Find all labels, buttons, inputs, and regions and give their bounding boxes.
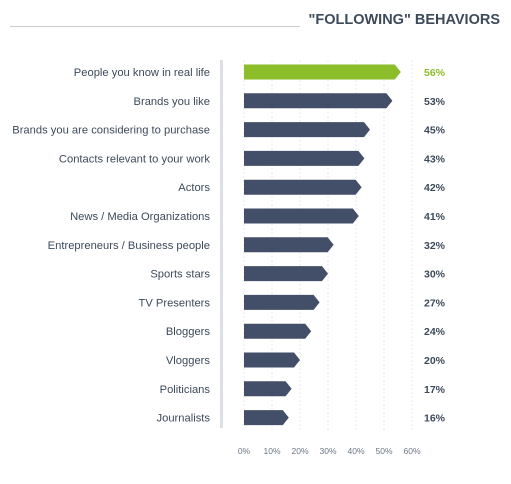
category-label: Sports stars [150,269,210,281]
value-label: 32% [424,240,446,252]
value-label: 42% [424,182,446,194]
value-label: 20% [424,355,446,367]
value-label: 43% [424,153,446,165]
category-label: News / Media Organizations [70,211,210,223]
x-tick-label: 50% [375,446,392,456]
value-label: 16% [424,413,446,425]
category-label: Actors [178,182,210,194]
bar [244,179,362,195]
category-label: Bloggers [166,326,211,338]
bar [244,294,320,310]
bar [244,352,300,368]
value-label: 24% [424,326,446,338]
category-label: Contacts relevant to your work [59,153,211,165]
value-label: 27% [424,297,446,309]
category-label: Brands you are considering to purchase [12,125,210,137]
x-tick-label: 40% [347,446,364,456]
value-label: 17% [424,384,446,396]
x-tick-label: 30% [319,446,336,456]
category-label: Politicians [160,384,211,396]
bar [244,122,370,138]
category-label: Brands you like [134,96,211,108]
bar [244,93,393,109]
x-tick-label: 20% [291,446,308,456]
bar [244,237,334,253]
value-label: 45% [424,125,446,137]
value-label: 53% [424,96,446,108]
x-tick-label: 10% [263,446,280,456]
bar [244,150,365,166]
category-label: People you know in real life [74,67,210,79]
category-label: Entrepreneurs / Business people [48,240,210,252]
chart-title: "FOLLOWING" BEHAVIORS [308,12,500,28]
bar [244,266,328,282]
value-label: 41% [424,211,446,223]
value-label: 56% [424,67,446,79]
bar [244,410,289,426]
x-tick-label: 60% [403,446,420,456]
value-label: 30% [424,269,446,281]
category-label: Vloggers [166,355,211,367]
category-label: TV Presenters [138,297,210,309]
bar [244,381,292,397]
bar [244,208,359,224]
bar [244,323,312,339]
x-tick-label: 0% [238,446,251,456]
bar [244,64,401,80]
category-label: Journalists [157,413,211,425]
